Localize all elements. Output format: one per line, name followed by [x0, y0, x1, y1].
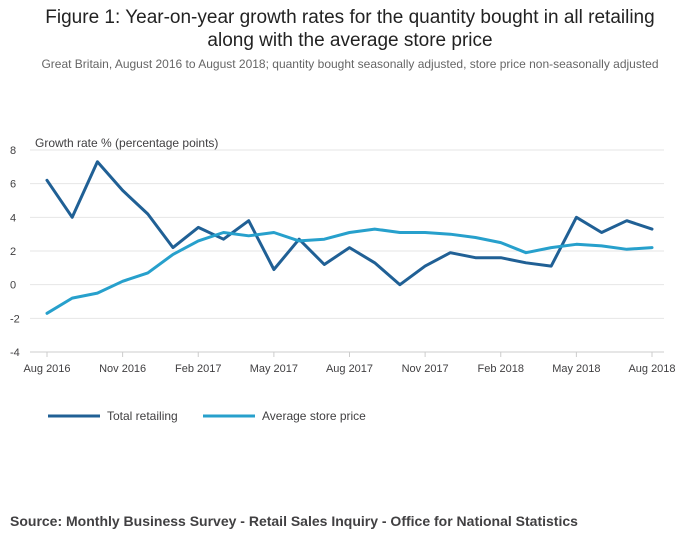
x-tick-label: Feb 2018: [478, 363, 524, 375]
x-tick-label: May 2017: [250, 363, 298, 375]
y-tick-label: 4: [10, 212, 16, 224]
y-tick-label: 2: [10, 246, 16, 258]
x-tick-label: Aug 2017: [326, 363, 373, 375]
y-axis-label: Growth rate % (percentage points): [35, 136, 218, 150]
source-note: Source: Monthly Business Survey - Retail…: [10, 513, 578, 529]
series-line-total-retailing: [45, 160, 654, 287]
y-tick-label: -4: [10, 347, 20, 359]
chart-title: Figure 1: Year-on-year growth rates for …: [45, 7, 655, 51]
y-tick-label: -2: [10, 313, 20, 325]
series: [45, 160, 654, 315]
x-tick-label: Aug 2016: [23, 363, 70, 375]
y-tick-label: 8: [10, 145, 16, 157]
chart-subtitle: Great Britain, August 2016 to August 201…: [41, 57, 659, 71]
x-tick-label: Aug 2018: [628, 363, 675, 375]
x-tick-label: Nov 2017: [402, 363, 449, 375]
x-tick-label: Nov 2016: [99, 363, 146, 375]
x-tick-label: Feb 2017: [175, 363, 221, 375]
y-tick-label: 0: [10, 280, 16, 292]
series-line-average-store-price: [45, 227, 654, 315]
legend: Total retailing Average store price: [48, 409, 366, 423]
x-tick-label: May 2018: [552, 363, 600, 375]
legend-label: Average store price: [262, 409, 366, 423]
y-tick-label: 6: [10, 179, 16, 191]
legend-label: Total retailing: [107, 409, 178, 423]
